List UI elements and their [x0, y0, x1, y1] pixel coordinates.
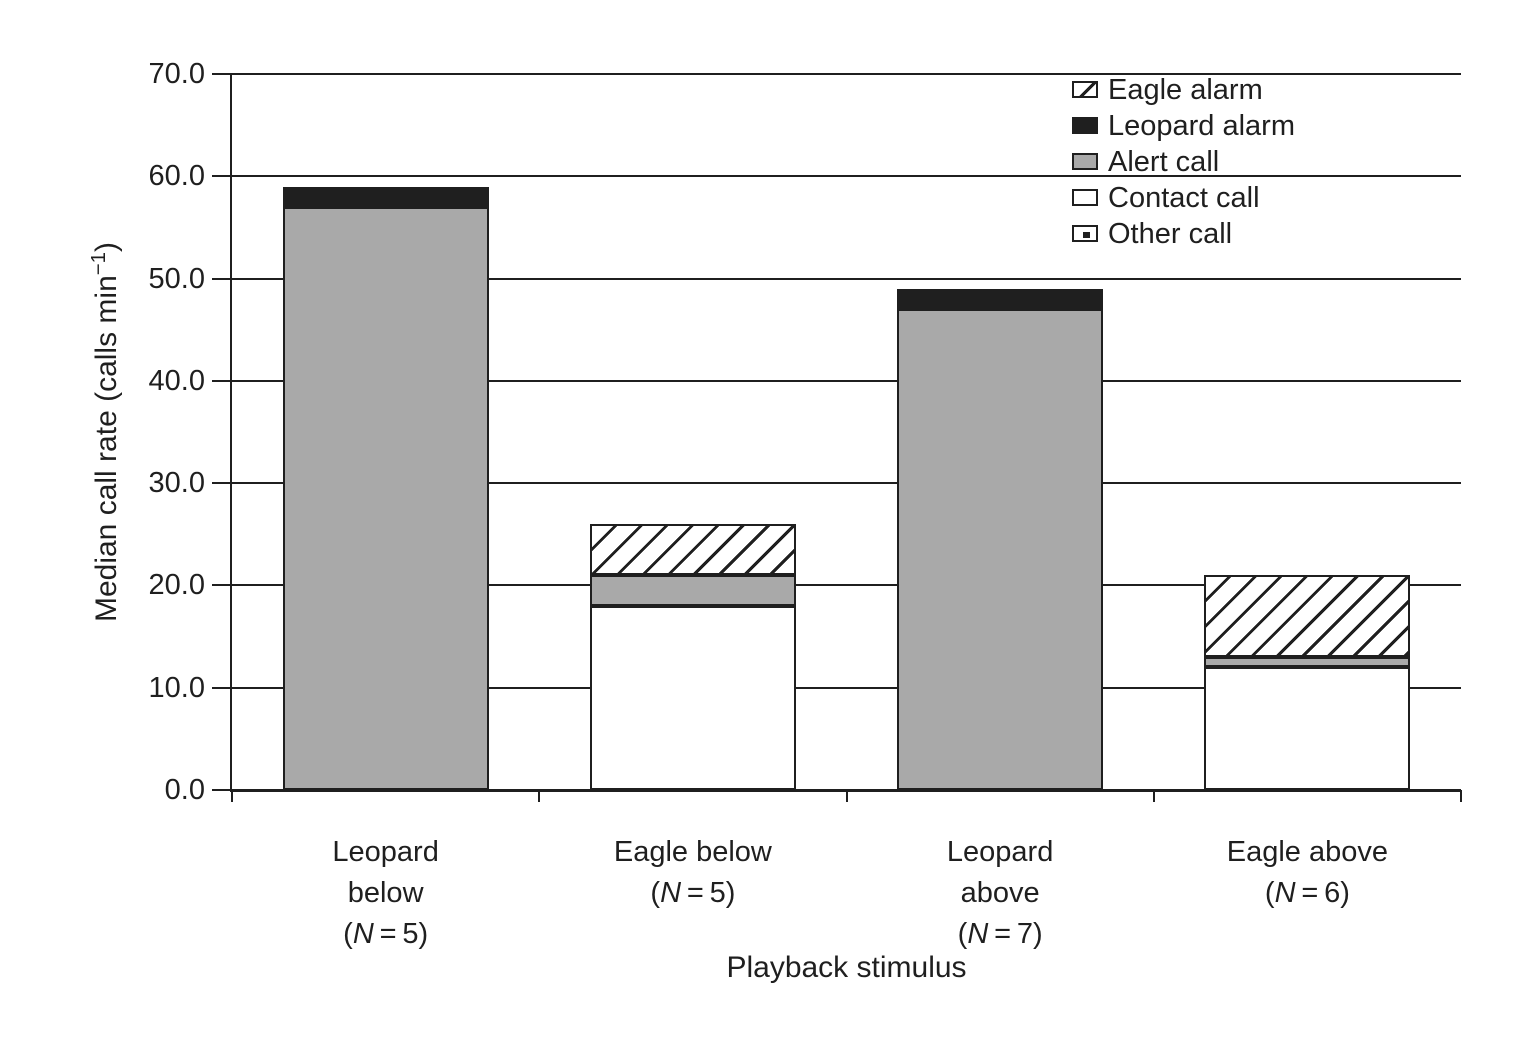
bar-segment-alert-call	[589, 575, 796, 606]
y-axis-title: Median call rate (calls min−1)	[88, 242, 124, 622]
y-tick	[212, 482, 232, 485]
gridline	[232, 482, 1461, 485]
x-category-label: Leopard below (N = 5)	[226, 832, 546, 955]
x-tick	[538, 790, 541, 802]
y-tick	[212, 686, 232, 689]
legend-swatch-contact-call	[1072, 189, 1098, 206]
y-axis-title-close: )	[90, 241, 123, 252]
x-category-label: Eagle below (N = 5)	[533, 832, 853, 914]
x-axis-line	[230, 789, 1461, 792]
x-category-label: Leopard above (N = 7)	[840, 832, 1160, 955]
gridline	[232, 277, 1461, 280]
x-category-label-line: Eagle above	[1226, 836, 1388, 868]
x-category-label-line: (N = 5)	[343, 918, 429, 950]
bar-segment-leopard-alarm	[897, 288, 1104, 310]
gridline	[232, 379, 1461, 382]
legend-item-label: Alert call	[1108, 146, 1220, 178]
bar-segment-contact-call	[1204, 667, 1411, 790]
bar-segment-contact-call	[589, 605, 796, 790]
legend-swatch-leopard-alarm	[1072, 117, 1098, 134]
y-tick	[212, 789, 232, 791]
x-category-label: Eagle above (N = 6)	[1147, 832, 1467, 914]
legend-swatch-dot	[1083, 232, 1090, 238]
x-category-label-line: Eagle below	[613, 836, 772, 868]
legend-swatch-other-call	[1072, 225, 1098, 242]
y-tick	[212, 277, 232, 280]
bar-segment-eagle-alarm	[589, 524, 796, 576]
legend-item-label: Other call	[1108, 218, 1233, 250]
x-category-label-line: (N = 5)	[650, 877, 736, 909]
x-category-label-line: Leopard	[946, 836, 1054, 868]
x-category-label-line: Leopard	[332, 836, 439, 868]
legend-swatch-alert-call	[1072, 153, 1098, 170]
y-tick-label: 0.0	[164, 774, 205, 806]
gridline	[232, 584, 1461, 587]
x-tick	[845, 790, 848, 802]
gridline	[232, 73, 1461, 75]
legend-swatch-eagle-alarm	[1072, 81, 1098, 98]
legend-item-label: Eagle alarm	[1108, 74, 1263, 106]
legend-item-label: Contact call	[1108, 182, 1260, 214]
y-tick	[212, 73, 232, 75]
x-tick	[1460, 790, 1462, 802]
y-tick-label: 70.0	[148, 58, 205, 90]
x-category-label-line: (N = 7)	[957, 918, 1043, 950]
y-tick-label: 50.0	[148, 262, 205, 295]
y-tick	[212, 584, 232, 587]
y-tick-label: 60.0	[148, 160, 205, 193]
gridline	[232, 686, 1461, 689]
x-tick	[1152, 790, 1155, 802]
y-tick	[212, 379, 232, 382]
x-category-label-line: below	[347, 877, 424, 909]
gridline	[232, 175, 1461, 178]
bar-segment-alert-call	[1204, 657, 1411, 668]
bar-segment-leopard-alarm	[282, 186, 489, 207]
y-tick-label: 30.0	[148, 467, 205, 500]
y-tick-label: 10.0	[148, 671, 205, 704]
x-tick	[231, 790, 233, 802]
x-category-label-line: (N = 6)	[1264, 877, 1350, 909]
y-tick	[212, 175, 232, 178]
bar-segment-eagle-alarm	[1204, 575, 1411, 658]
y-tick-label: 40.0	[148, 364, 205, 397]
x-category-label-line: above	[960, 877, 1040, 909]
y-tick-label: 20.0	[148, 569, 205, 602]
legend-item-label: Leopard alarm	[1108, 110, 1295, 142]
y-axis-line	[230, 74, 232, 790]
bar-segment-alert-call	[897, 309, 1104, 790]
x-axis-title: Playback stimulus	[726, 951, 967, 984]
bar-segment-alert-call	[282, 206, 489, 790]
